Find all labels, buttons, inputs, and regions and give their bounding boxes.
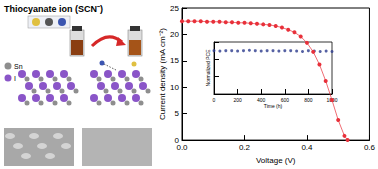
svg-text:600: 600: [281, 97, 290, 103]
svg-text:Current density (mA cm⁻²): Current density (mA cm⁻²): [158, 28, 167, 120]
svg-text:Voltage (V): Voltage (V): [256, 156, 296, 165]
svg-text:0: 0: [174, 135, 179, 145]
svg-text:15: 15: [170, 56, 179, 65]
svg-text:400: 400: [257, 97, 266, 103]
svg-text:25: 25: [170, 4, 179, 13]
svg-text:Thiocyanate ion (SCN⁻): Thiocyanate ion (SCN⁻): [4, 4, 103, 14]
svg-text:800: 800: [304, 97, 313, 103]
svg-text:0.0: 0.0: [176, 143, 188, 152]
svg-text:Time (h): Time (h): [264, 103, 283, 109]
svg-text:I: I: [14, 75, 16, 82]
svg-text:0: 0: [213, 97, 216, 103]
svg-text:200: 200: [233, 97, 242, 103]
svg-text:0.6: 0.6: [364, 143, 376, 152]
svg-text:Normalized PCE: Normalized PCE: [205, 49, 211, 87]
svg-text:0.4: 0.4: [301, 143, 313, 152]
svg-text:Sn: Sn: [14, 63, 23, 70]
svg-text:5: 5: [175, 109, 180, 118]
svg-text:1000: 1000: [326, 97, 337, 103]
svg-text:0.2: 0.2: [239, 143, 251, 152]
svg-text:20: 20: [170, 30, 179, 39]
svg-text:10: 10: [170, 83, 179, 92]
